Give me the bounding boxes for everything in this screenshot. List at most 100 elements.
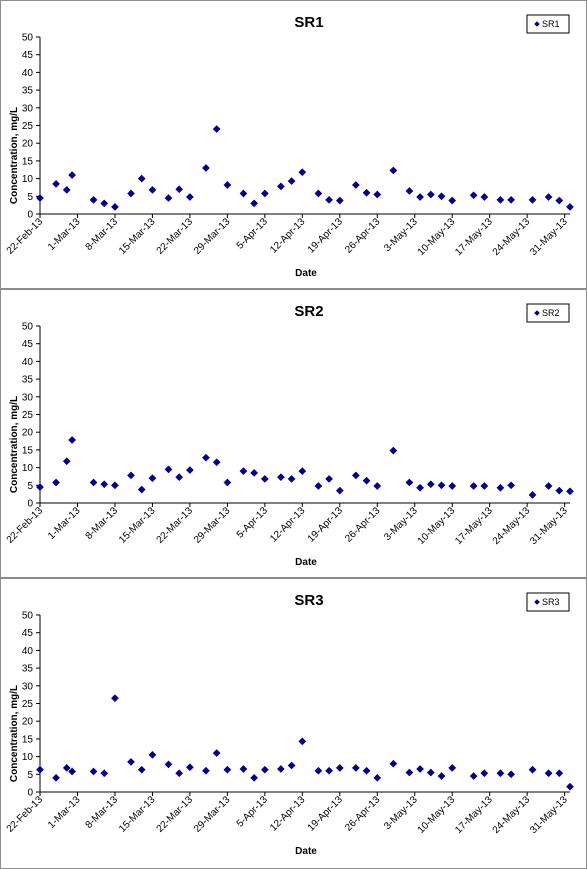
data-point xyxy=(480,482,489,490)
y-tick-label: 25 xyxy=(22,699,34,710)
data-point xyxy=(437,772,446,781)
y-tick-label: 30 xyxy=(22,681,34,692)
data-point xyxy=(480,769,489,778)
data-point xyxy=(137,174,146,183)
data-point xyxy=(389,166,398,175)
y-tick-label: 10 xyxy=(22,174,34,185)
y-tick-label: 20 xyxy=(22,428,34,439)
data-point xyxy=(314,482,323,490)
data-point xyxy=(335,763,344,772)
chart-title: SR2 xyxy=(294,303,323,320)
data-point xyxy=(528,490,537,499)
data-point xyxy=(52,773,61,782)
data-point xyxy=(202,766,210,775)
data-point xyxy=(100,769,109,778)
data-point xyxy=(175,473,184,482)
chart-title: SR1 xyxy=(294,14,323,31)
data-point xyxy=(62,457,71,466)
data-point xyxy=(68,171,77,180)
data-point xyxy=(148,750,157,759)
data-point xyxy=(507,195,516,204)
data-point xyxy=(448,196,457,205)
data-point xyxy=(239,189,248,198)
data-point xyxy=(276,765,285,773)
y-tick-label: 15 xyxy=(22,445,34,456)
data-point xyxy=(127,757,135,766)
data-point xyxy=(496,483,505,492)
data-point xyxy=(351,471,360,480)
data-point xyxy=(448,763,457,772)
data-point xyxy=(185,193,194,201)
y-axis-title: Concentration, mg/L xyxy=(9,396,20,493)
data-point xyxy=(544,482,553,490)
data-point xyxy=(335,486,344,495)
data-point xyxy=(566,782,574,791)
data-point xyxy=(68,767,77,776)
y-tick-label: 20 xyxy=(22,717,34,728)
legend-box xyxy=(526,303,570,323)
legend-marker xyxy=(534,21,540,27)
data-point xyxy=(544,769,553,778)
data-point xyxy=(110,694,119,703)
data-point xyxy=(137,765,146,774)
data-point xyxy=(325,195,334,204)
data-point xyxy=(62,185,71,194)
data-point xyxy=(405,478,414,487)
data-point xyxy=(212,458,221,467)
y-tick-label: 0 xyxy=(27,210,33,221)
y-tick-label: 5 xyxy=(27,770,33,781)
data-point xyxy=(89,195,98,204)
data-point xyxy=(185,763,194,772)
y-tick-label: 40 xyxy=(22,357,34,368)
data-point xyxy=(287,177,296,186)
data-point xyxy=(148,474,157,483)
data-point xyxy=(373,773,382,782)
y-tick-label: 15 xyxy=(22,156,34,167)
x-axis-title: Date xyxy=(295,557,317,568)
data-point xyxy=(250,468,259,477)
data-point xyxy=(469,191,478,200)
data-point xyxy=(507,481,516,490)
data-point xyxy=(52,179,61,188)
data-point xyxy=(175,769,184,778)
y-axis-title: Concentration, mg/L xyxy=(9,107,20,204)
data-point xyxy=(325,766,334,775)
y-tick-label: 35 xyxy=(22,86,34,97)
data-point xyxy=(260,474,269,483)
y-tick-label: 45 xyxy=(22,628,34,639)
y-tick-label: 50 xyxy=(22,611,34,622)
data-point xyxy=(89,767,98,776)
data-point xyxy=(314,766,323,775)
data-point xyxy=(496,195,505,204)
data-point xyxy=(405,768,414,777)
data-point xyxy=(405,187,414,195)
y-tick-label: 40 xyxy=(22,68,34,79)
y-tick-label: 15 xyxy=(22,734,34,745)
data-point xyxy=(373,190,382,199)
data-point xyxy=(528,195,537,204)
chart-frame xyxy=(0,289,587,578)
data-point xyxy=(148,185,157,194)
data-point xyxy=(100,199,109,208)
data-point xyxy=(212,125,221,133)
data-point xyxy=(469,482,478,490)
y-tick-label: 5 xyxy=(27,192,33,203)
data-point xyxy=(127,189,135,198)
data-point xyxy=(555,196,564,205)
data-point xyxy=(437,192,446,201)
x-axis-title: Date xyxy=(295,268,317,279)
data-point xyxy=(36,765,44,774)
data-point xyxy=(469,772,478,781)
y-tick-label: 25 xyxy=(22,121,34,132)
data-point xyxy=(362,188,371,197)
legend-box xyxy=(526,14,570,34)
data-point xyxy=(239,765,248,773)
data-point xyxy=(298,168,307,177)
y-tick-label: 30 xyxy=(22,103,34,114)
y-tick-label: 35 xyxy=(22,664,34,675)
y-tick-label: 45 xyxy=(22,339,34,350)
data-point xyxy=(164,465,173,474)
data-point xyxy=(202,164,210,172)
